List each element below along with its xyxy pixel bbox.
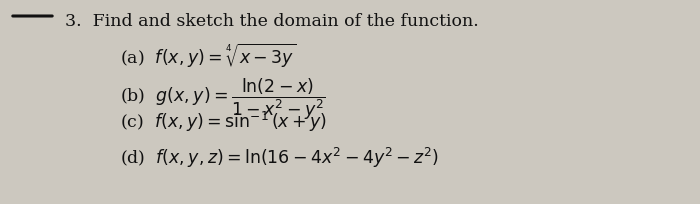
- Text: (d)  $f(x, y, z) = \ln(16 - 4x^{2} - 4y^{2} - z^{2})$: (d) $f(x, y, z) = \ln(16 - 4x^{2} - 4y^{…: [120, 146, 439, 170]
- Text: (b)  $g(x, y) = \dfrac{\ln(2-x)}{1-x^{2}-y^{2}}$: (b) $g(x, y) = \dfrac{\ln(2-x)}{1-x^{2}-…: [120, 76, 326, 122]
- Text: (c)  $f(x, y) = \sin^{-1}(x + y)$: (c) $f(x, y) = \sin^{-1}(x + y)$: [120, 110, 327, 134]
- Text: (a)  $f(x, y) = \sqrt[4]{x - 3y}$: (a) $f(x, y) = \sqrt[4]{x - 3y}$: [120, 42, 296, 70]
- Text: 3.  Find and sketch the domain of the function.: 3. Find and sketch the domain of the fun…: [65, 13, 479, 30]
